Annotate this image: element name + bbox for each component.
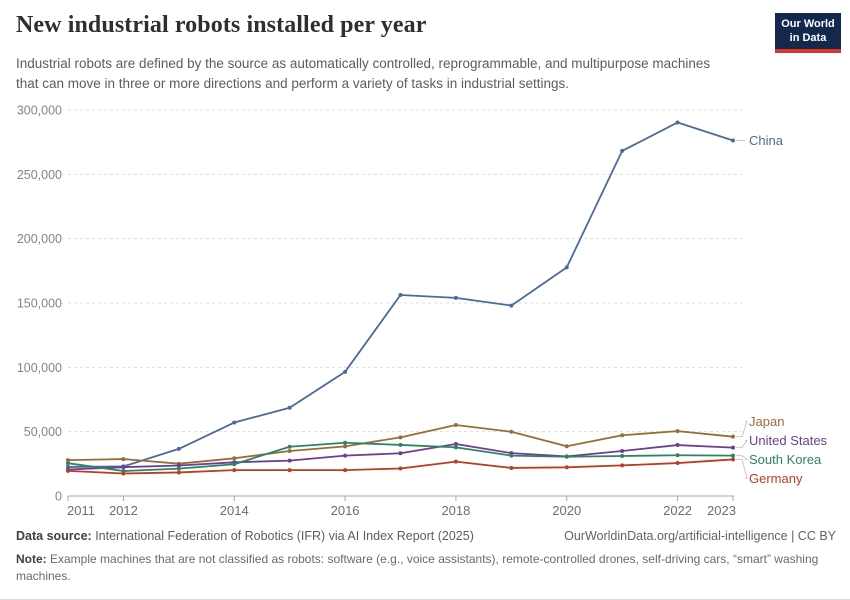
series-label-japan[interactable]: Japan: [749, 414, 784, 429]
data-point[interactable]: [232, 462, 237, 467]
data-point[interactable]: [564, 444, 569, 449]
note-label: Note:: [16, 552, 47, 566]
x-tick-label: 2016: [331, 503, 360, 518]
data-point[interactable]: [398, 466, 403, 471]
data-point[interactable]: [731, 457, 735, 462]
data-point[interactable]: [343, 453, 348, 458]
data-point[interactable]: [675, 453, 680, 458]
chart-note: Note: Example machines that are not clas…: [16, 551, 834, 586]
note-text: Example machines that are not classified…: [16, 552, 819, 584]
data-point[interactable]: [675, 443, 680, 448]
label-connector-germany: [736, 458, 748, 479]
data-point[interactable]: [509, 465, 514, 470]
data-source-text: International Federation of Robotics (IF…: [91, 529, 474, 543]
y-tick-label: 0: [55, 490, 62, 504]
series-label-china[interactable]: China: [749, 133, 784, 148]
y-tick-label: 150,000: [17, 297, 62, 311]
page-title: New industrial robots installed per year: [16, 12, 427, 38]
data-point[interactable]: [66, 458, 70, 463]
data-point[interactable]: [564, 265, 569, 270]
series-label-germany[interactable]: Germany: [749, 471, 803, 486]
data-point[interactable]: [731, 434, 735, 439]
data-point[interactable]: [564, 465, 569, 470]
x-tick-label: 2023: [707, 503, 736, 518]
series-label-united-states[interactable]: United States: [749, 433, 828, 448]
y-tick-label: 200,000: [17, 232, 62, 246]
x-tick-label: 2012: [109, 503, 138, 518]
data-point[interactable]: [121, 471, 126, 476]
data-point[interactable]: [509, 453, 514, 458]
data-point[interactable]: [232, 456, 237, 461]
data-point[interactable]: [398, 293, 403, 298]
owid-logo-line2: in Data: [789, 32, 827, 44]
data-point[interactable]: [66, 461, 70, 466]
data-point[interactable]: [453, 295, 458, 300]
data-point[interactable]: [121, 457, 126, 462]
data-point[interactable]: [176, 446, 181, 451]
x-tick-label: 2011: [67, 503, 95, 518]
data-point[interactable]: [620, 148, 625, 153]
data-point[interactable]: [509, 303, 514, 308]
x-tick-label: 2022: [663, 503, 692, 518]
data-point[interactable]: [287, 458, 292, 463]
data-point[interactable]: [232, 468, 237, 473]
data-point[interactable]: [620, 448, 625, 453]
data-point[interactable]: [343, 440, 348, 445]
data-point[interactable]: [398, 442, 403, 447]
data-point[interactable]: [343, 369, 348, 374]
data-point[interactable]: [232, 420, 237, 425]
y-tick-label: 300,000: [17, 104, 62, 118]
chart-footer: Data source: International Federation of…: [0, 529, 850, 583]
data-point[interactable]: [620, 453, 625, 458]
data-point[interactable]: [564, 454, 569, 459]
series-south-korea[interactable]: [66, 440, 735, 474]
data-point[interactable]: [620, 433, 625, 438]
data-point[interactable]: [287, 405, 292, 410]
label-connector-south-korea: [736, 455, 749, 460]
data-point[interactable]: [509, 429, 514, 434]
y-tick-label: 50,000: [24, 425, 62, 439]
data-point[interactable]: [121, 465, 126, 470]
x-tick-label: 2018: [441, 503, 470, 518]
data-point[interactable]: [287, 444, 292, 449]
series-label-south-korea[interactable]: South Korea: [749, 452, 822, 467]
data-source: Data source: International Federation of…: [16, 529, 474, 543]
data-point[interactable]: [176, 463, 181, 468]
owid-link[interactable]: OurWorldinData.org/artificial-intelligen…: [564, 529, 836, 543]
data-point[interactable]: [287, 468, 292, 473]
data-point[interactable]: [453, 445, 458, 450]
data-point[interactable]: [731, 445, 735, 450]
data-point[interactable]: [620, 463, 625, 468]
data-point[interactable]: [675, 429, 680, 434]
data-point[interactable]: [731, 138, 735, 143]
series-germany[interactable]: [66, 457, 735, 476]
data-point[interactable]: [675, 461, 680, 466]
data-point[interactable]: [287, 448, 292, 453]
x-tick-label: 2020: [552, 503, 581, 518]
data-point[interactable]: [675, 120, 680, 125]
owid-logo[interactable]: Our World in Data: [775, 13, 841, 53]
data-point[interactable]: [66, 468, 70, 473]
data-point[interactable]: [731, 453, 735, 458]
data-point[interactable]: [176, 470, 181, 475]
chart-subtitle: Industrial robots are defined by the sou…: [16, 56, 711, 92]
data-point[interactable]: [398, 451, 403, 456]
data-point[interactable]: [453, 459, 458, 464]
data-source-label: Data source:: [16, 529, 92, 543]
data-point[interactable]: [453, 442, 458, 447]
owid-logo-line1: Our World: [781, 17, 835, 30]
data-point[interactable]: [398, 435, 403, 440]
x-tick-label: 2014: [220, 503, 249, 518]
series-china[interactable]: [66, 120, 735, 469]
label-connector-japan: [736, 420, 748, 438]
data-point[interactable]: [453, 422, 458, 427]
data-point[interactable]: [343, 444, 348, 449]
data-point[interactable]: [343, 468, 348, 473]
y-tick-label: 250,000: [17, 168, 62, 182]
label-connector-united-states: [736, 439, 748, 449]
y-tick-label: 100,000: [17, 361, 62, 375]
data-point[interactable]: [176, 466, 181, 471]
